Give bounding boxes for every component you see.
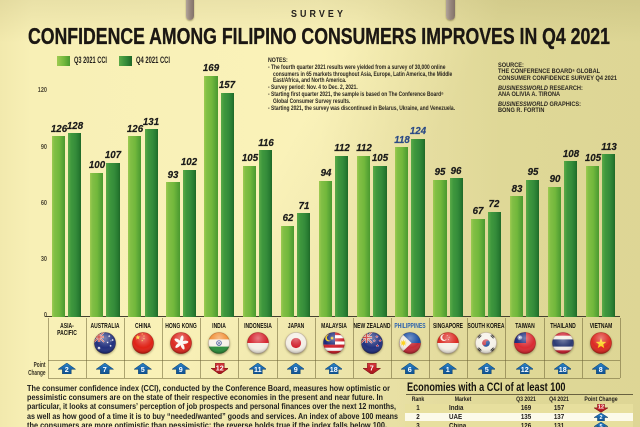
svg-text:2: 2 <box>600 415 603 421</box>
svg-text:5: 5 <box>141 365 145 374</box>
svg-text:7: 7 <box>370 363 374 372</box>
svg-text:5: 5 <box>484 365 488 374</box>
svg-text:5: 5 <box>600 424 603 427</box>
svg-text:8: 8 <box>599 365 603 374</box>
svg-text:12: 12 <box>215 363 223 372</box>
svg-text:11: 11 <box>254 365 262 374</box>
svg-text:2: 2 <box>65 365 69 374</box>
svg-text:18: 18 <box>559 365 567 374</box>
svg-text:1: 1 <box>446 365 450 374</box>
svg-text:6: 6 <box>408 365 412 374</box>
svg-text:12: 12 <box>598 405 604 411</box>
svg-text:7: 7 <box>103 365 107 374</box>
svg-text:9: 9 <box>294 365 298 374</box>
svg-text:9: 9 <box>179 365 183 374</box>
svg-text:18: 18 <box>330 365 338 374</box>
svg-text:12: 12 <box>520 365 528 374</box>
